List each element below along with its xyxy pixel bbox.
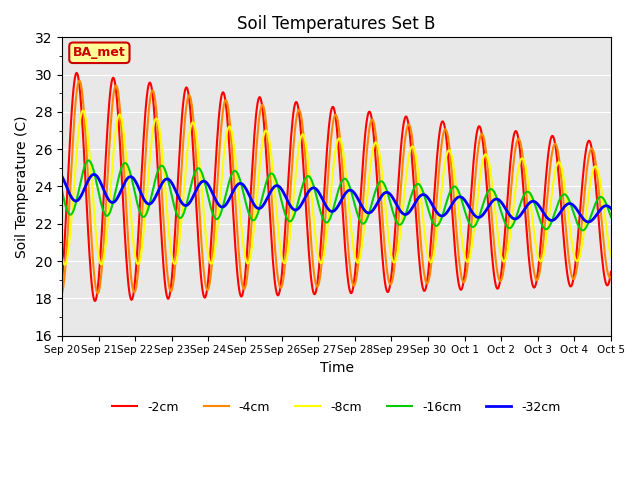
- -2cm: [607, 269, 615, 275]
- -4cm: [211, 222, 219, 228]
- -16cm: [420, 192, 428, 197]
- Line: -16cm: -16cm: [62, 160, 611, 230]
- Line: -8cm: -8cm: [62, 110, 611, 264]
- -16cm: [579, 228, 587, 233]
- -16cm: [85, 157, 93, 163]
- -8cm: [69, 200, 77, 206]
- -4cm: [76, 78, 83, 84]
- Line: -2cm: -2cm: [62, 73, 611, 301]
- -8cm: [405, 155, 413, 161]
- -2cm: [126, 293, 134, 299]
- -32cm: [58, 174, 66, 180]
- -32cm: [125, 174, 133, 180]
- -8cm: [607, 253, 615, 259]
- -16cm: [210, 214, 218, 219]
- -2cm: [211, 177, 219, 182]
- -16cm: [58, 188, 66, 194]
- -4cm: [126, 263, 134, 268]
- Legend: -2cm, -4cm, -8cm, -16cm, -32cm: -2cm, -4cm, -8cm, -16cm, -32cm: [108, 396, 566, 419]
- -2cm: [58, 277, 66, 283]
- Text: BA_met: BA_met: [73, 46, 125, 60]
- -2cm: [68, 105, 76, 111]
- Title: Soil Temperatures Set B: Soil Temperatures Set B: [237, 15, 436, 33]
- -32cm: [210, 193, 218, 199]
- -2cm: [73, 70, 81, 76]
- -8cm: [126, 202, 134, 207]
- -4cm: [607, 274, 615, 280]
- -16cm: [607, 214, 615, 220]
- -4cm: [58, 290, 66, 296]
- -32cm: [68, 195, 76, 201]
- -16cm: [125, 167, 133, 172]
- -8cm: [58, 253, 66, 259]
- -32cm: [404, 211, 412, 216]
- -4cm: [405, 121, 413, 127]
- -16cm: [181, 207, 189, 213]
- -8cm: [79, 108, 86, 113]
- -4cm: [68, 154, 76, 159]
- -32cm: [607, 205, 615, 211]
- X-axis label: Time: Time: [319, 361, 353, 375]
- -4cm: [94, 290, 102, 296]
- -32cm: [181, 203, 189, 208]
- -2cm: [421, 288, 429, 294]
- -16cm: [68, 211, 76, 216]
- -32cm: [584, 219, 592, 225]
- -2cm: [405, 122, 413, 128]
- -4cm: [421, 274, 429, 280]
- -32cm: [420, 192, 428, 198]
- -32cm: [90, 171, 98, 177]
- -8cm: [182, 166, 189, 172]
- -8cm: [211, 248, 219, 254]
- -8cm: [61, 262, 69, 267]
- -2cm: [182, 85, 189, 91]
- -2cm: [91, 298, 99, 304]
- -8cm: [421, 231, 429, 237]
- Y-axis label: Soil Temperature (C): Soil Temperature (C): [15, 115, 29, 258]
- -16cm: [404, 204, 412, 210]
- Line: -4cm: -4cm: [62, 81, 611, 293]
- -4cm: [182, 109, 189, 115]
- Line: -32cm: -32cm: [62, 174, 611, 222]
